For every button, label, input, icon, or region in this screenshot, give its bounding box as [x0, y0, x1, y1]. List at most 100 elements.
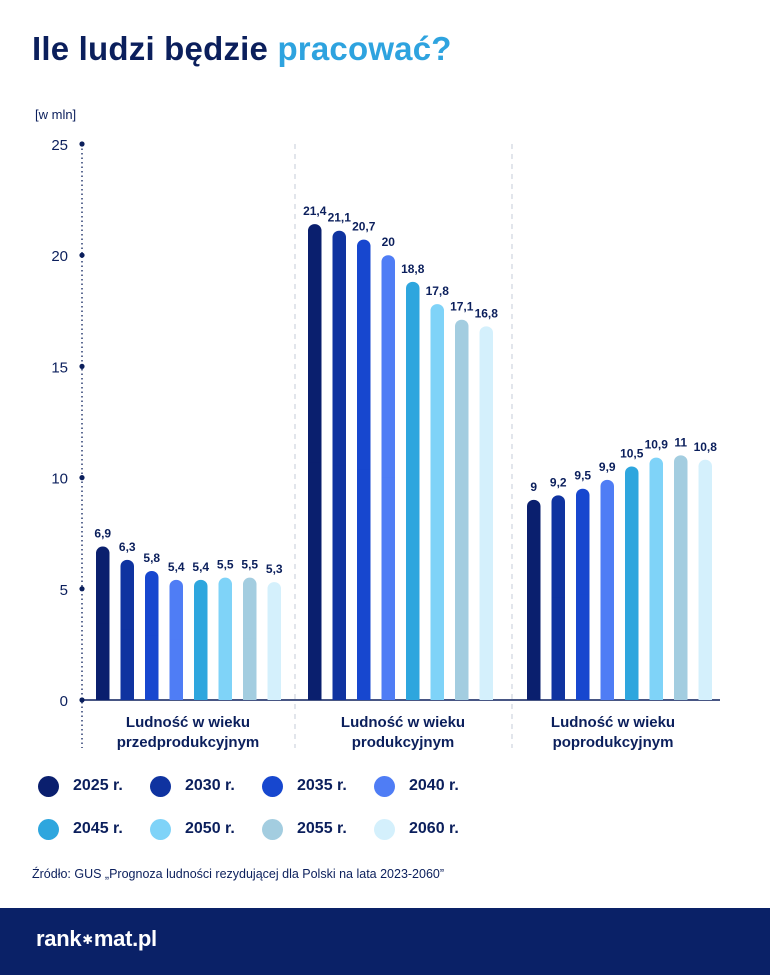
logo-text-right: mat.pl — [93, 926, 157, 951]
legend-item: 2060 r. — [368, 817, 480, 841]
bar-value-label: 16,8 — [475, 306, 499, 320]
legend-label: 2040 r. — [409, 777, 459, 794]
legend-item: 2025 r. — [32, 774, 144, 798]
bar-base — [218, 638, 232, 700]
y-axis-unit-label: [w mln] — [35, 107, 76, 122]
bar-base — [527, 599, 541, 700]
bar-value-label: 9 — [530, 480, 537, 494]
y-tick-label: 10 — [51, 471, 68, 488]
bar-base — [381, 477, 395, 700]
y-tick-dot — [79, 586, 85, 592]
bar-base — [308, 462, 322, 700]
bar-value-label: 5,3 — [266, 562, 283, 576]
legend-swatch — [38, 818, 59, 840]
y-tick-label: 25 — [51, 137, 68, 154]
bar-value-label: 21,1 — [328, 211, 352, 225]
bar-base — [576, 594, 590, 700]
group-label: Ludność w wieku — [126, 714, 250, 731]
bar-value-label: 5,5 — [241, 558, 258, 572]
bar-base — [698, 579, 712, 700]
bar-base — [145, 635, 159, 700]
chart-legend: 2025 r. 2030 r. 2035 r. 2040 r. 2045 r. 2050 … — [32, 774, 512, 841]
bar-base — [455, 509, 469, 700]
bar-value-label: 21,4 — [303, 204, 327, 218]
bar-base — [600, 589, 614, 700]
bar-base — [625, 583, 639, 700]
bar-base — [674, 577, 688, 700]
bar-base — [551, 597, 565, 700]
bar-base — [406, 490, 420, 700]
rankomat-logo[interactable]: rank ✱ mat.pl — [36, 926, 157, 952]
legend-item: 2045 r. — [32, 817, 144, 841]
group-label: Ludność w wieku — [341, 714, 465, 731]
bar-base — [430, 502, 444, 700]
legend-label: 2025 r. — [73, 777, 123, 794]
bar-value-label: 9,5 — [574, 469, 591, 483]
bar-base — [332, 465, 346, 700]
bar-value-label: 5,4 — [192, 560, 209, 574]
y-tick-label: 20 — [51, 248, 68, 265]
legend-label: 2035 r. — [297, 777, 347, 794]
bar-base — [267, 641, 281, 700]
bar-value-label: 17,8 — [426, 284, 450, 298]
bar-value-label: 17,1 — [450, 300, 474, 314]
bar-base — [479, 513, 493, 700]
y-tick-dot — [79, 141, 85, 147]
legend-label: 2050 r. — [185, 820, 235, 837]
bar-value-label: 6,9 — [94, 527, 111, 541]
title-accent: pracować? — [277, 30, 452, 67]
title-main: Ile ludzi będzie — [32, 30, 269, 67]
y-tick-label: 5 — [60, 582, 68, 599]
bar-value-label: 20,7 — [352, 220, 376, 234]
bar-value-label: 10,9 — [645, 438, 669, 452]
bar-value-label: 5,5 — [217, 558, 234, 572]
legend-swatch — [150, 818, 171, 840]
bar-value-label: 20 — [382, 235, 396, 249]
bar-chart: [w mln] 0 5 10 15 20 25 6,9 21,4 9 6,3 21,1 9,2 5,8 20… — [35, 107, 720, 751]
bar-value-label: 10,8 — [694, 440, 718, 454]
bar-value-label: 6,3 — [119, 540, 136, 554]
logo-text-left: rank — [36, 926, 82, 951]
legend-label: 2060 r. — [409, 820, 459, 837]
logo-star-icon: ✱ — [82, 932, 93, 947]
y-tick-label: 15 — [51, 359, 68, 376]
source-note: Źródło: GUS „Prognoza ludności rezydując… — [32, 867, 445, 881]
legend-swatch — [374, 775, 395, 797]
legend-swatch — [262, 775, 283, 797]
footer-bar: rank ✱ mat.pl — [0, 908, 770, 975]
legend-label: 2030 r. — [185, 777, 235, 794]
bar-value-label: 5,8 — [143, 551, 160, 565]
bar-value-label: 11 — [674, 435, 687, 449]
legend-swatch — [374, 818, 395, 840]
group-label: Ludność w wieku — [551, 714, 675, 731]
legend-label: 2045 r. — [73, 820, 123, 837]
bar-value-label: 18,8 — [401, 262, 425, 276]
legend-label: 2055 r. — [297, 820, 347, 837]
bar-value-label: 5,4 — [168, 560, 185, 574]
y-tick-dot — [79, 252, 85, 258]
bar-value-label: 9,9 — [599, 460, 616, 474]
bar-value-label: 10,5 — [620, 446, 644, 460]
legend-item: 2040 r. — [368, 774, 480, 798]
y-tick-dot — [79, 475, 85, 481]
group-label: poprodukcyjnym — [553, 734, 674, 751]
bar-base — [357, 469, 371, 700]
bar-base — [243, 638, 257, 700]
bar-base — [169, 639, 183, 700]
y-tick-label: 0 — [60, 693, 68, 710]
bar-base — [649, 578, 663, 700]
legend-swatch — [150, 775, 171, 797]
bar-base — [96, 623, 110, 700]
group-label: produkcyjnym — [352, 734, 455, 751]
bar-value-label: 9,2 — [550, 475, 567, 489]
bar-base — [194, 639, 208, 700]
legend-item: 2055 r. — [256, 817, 368, 841]
legend-item: 2050 r. — [144, 817, 256, 841]
legend-item: 2030 r. — [144, 774, 256, 798]
bar-base — [120, 629, 134, 700]
y-tick-dot — [79, 363, 85, 369]
legend-item: 2035 r. — [256, 774, 368, 798]
legend-swatch — [38, 775, 59, 797]
group-label: przedprodukcyjnym — [117, 734, 260, 751]
page-title: Ile ludzi będzie pracować? — [32, 30, 452, 68]
